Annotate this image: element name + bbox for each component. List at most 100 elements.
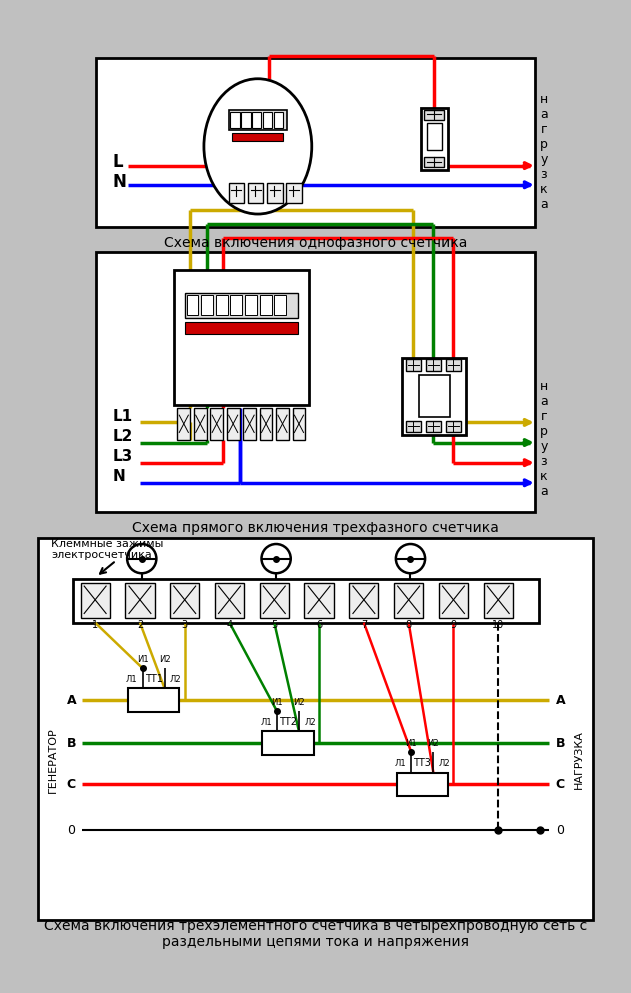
Bar xyxy=(210,408,223,440)
Bar xyxy=(426,421,440,433)
Bar xyxy=(406,359,420,371)
Bar xyxy=(187,295,198,316)
Bar xyxy=(406,421,420,433)
Bar xyxy=(227,408,240,440)
Bar xyxy=(267,183,283,203)
Bar xyxy=(286,183,302,203)
Text: ТТ1: ТТ1 xyxy=(144,674,163,684)
Bar xyxy=(439,583,468,618)
Bar xyxy=(424,157,444,168)
Text: 3: 3 xyxy=(182,620,188,630)
Text: И1: И1 xyxy=(137,655,148,664)
Text: Схема прямого включения трехфазного счетчика: Схема прямого включения трехфазного счет… xyxy=(132,521,499,535)
Bar xyxy=(248,183,263,203)
Text: ТТ3: ТТ3 xyxy=(413,758,432,769)
Circle shape xyxy=(261,544,291,573)
Text: 0: 0 xyxy=(68,823,75,837)
Text: C: C xyxy=(67,778,76,790)
Bar xyxy=(230,111,240,128)
Bar xyxy=(128,688,179,712)
Bar xyxy=(426,359,440,371)
Text: Л2: Л2 xyxy=(439,759,450,769)
Bar xyxy=(260,295,271,316)
Bar xyxy=(242,111,251,128)
Text: И2: И2 xyxy=(428,739,439,748)
Bar xyxy=(446,359,461,371)
Bar xyxy=(243,408,256,440)
Text: B: B xyxy=(67,737,76,750)
Bar xyxy=(81,583,110,618)
Text: И1: И1 xyxy=(406,739,417,748)
Bar xyxy=(228,183,244,203)
Bar xyxy=(483,583,513,618)
Bar xyxy=(397,773,448,796)
Bar xyxy=(232,133,283,141)
Text: ГЕНЕРАТОР: ГЕНЕРАТОР xyxy=(48,727,58,792)
Text: НАГРУЗКА: НАГРУЗКА xyxy=(574,730,584,789)
Bar xyxy=(263,111,273,128)
Text: 6: 6 xyxy=(316,620,322,630)
Text: ТТ2: ТТ2 xyxy=(279,717,297,727)
Text: L1: L1 xyxy=(112,408,133,424)
Bar xyxy=(170,583,199,618)
Bar xyxy=(230,295,242,316)
Text: A: A xyxy=(66,694,76,707)
Text: 2: 2 xyxy=(137,620,143,630)
Bar xyxy=(274,111,283,128)
Bar xyxy=(424,110,444,120)
Bar xyxy=(174,270,309,405)
Circle shape xyxy=(127,544,156,573)
Text: L2: L2 xyxy=(112,429,133,444)
Bar xyxy=(349,583,379,618)
Bar xyxy=(185,322,298,334)
Bar xyxy=(446,421,461,433)
Bar xyxy=(394,583,423,618)
Bar xyxy=(194,408,207,440)
Text: Схема включения трехэлементного счетчика в четырехпроводную сеть с
раздельными ц: Схема включения трехэлементного счетчика… xyxy=(44,920,587,949)
Text: N: N xyxy=(112,173,126,191)
Text: B: B xyxy=(556,737,565,750)
Bar xyxy=(216,295,228,316)
Text: 9: 9 xyxy=(451,620,456,630)
Bar xyxy=(403,357,466,435)
Ellipse shape xyxy=(204,78,312,214)
Text: И1: И1 xyxy=(271,698,283,707)
Text: 5: 5 xyxy=(271,620,278,630)
Bar xyxy=(215,583,244,618)
Text: 1: 1 xyxy=(92,620,98,630)
Bar xyxy=(126,583,155,618)
Bar xyxy=(419,375,450,417)
Bar xyxy=(201,295,213,316)
Text: 0: 0 xyxy=(557,823,564,837)
Bar xyxy=(262,732,314,755)
Text: Л2: Л2 xyxy=(170,675,181,684)
Bar xyxy=(274,295,286,316)
Bar xyxy=(252,111,261,128)
Bar xyxy=(276,408,289,440)
Text: A: A xyxy=(555,694,565,707)
Bar xyxy=(185,293,298,318)
Bar xyxy=(245,295,257,316)
Text: 8: 8 xyxy=(406,620,411,630)
Text: И2: И2 xyxy=(159,655,170,664)
Text: Л1: Л1 xyxy=(394,759,406,769)
Bar xyxy=(427,122,442,150)
Bar xyxy=(228,110,287,130)
Text: Клеммные зажимы: Клеммные зажимы xyxy=(51,539,163,549)
Text: Л1: Л1 xyxy=(126,675,138,684)
Text: Л2: Л2 xyxy=(304,718,316,727)
Bar xyxy=(260,583,289,618)
Bar xyxy=(293,408,305,440)
Text: И2: И2 xyxy=(293,698,305,707)
Text: N: N xyxy=(112,469,126,484)
Text: 7: 7 xyxy=(361,620,367,630)
Text: н
а
г
р
у
з
к
а: н а г р у з к а xyxy=(540,380,548,497)
Text: 4: 4 xyxy=(227,620,233,630)
Bar xyxy=(260,408,273,440)
Bar xyxy=(177,408,190,440)
Bar xyxy=(420,108,448,170)
Text: 10: 10 xyxy=(492,620,504,630)
Bar xyxy=(96,58,535,226)
Bar xyxy=(96,251,535,512)
Text: L3: L3 xyxy=(112,449,133,464)
